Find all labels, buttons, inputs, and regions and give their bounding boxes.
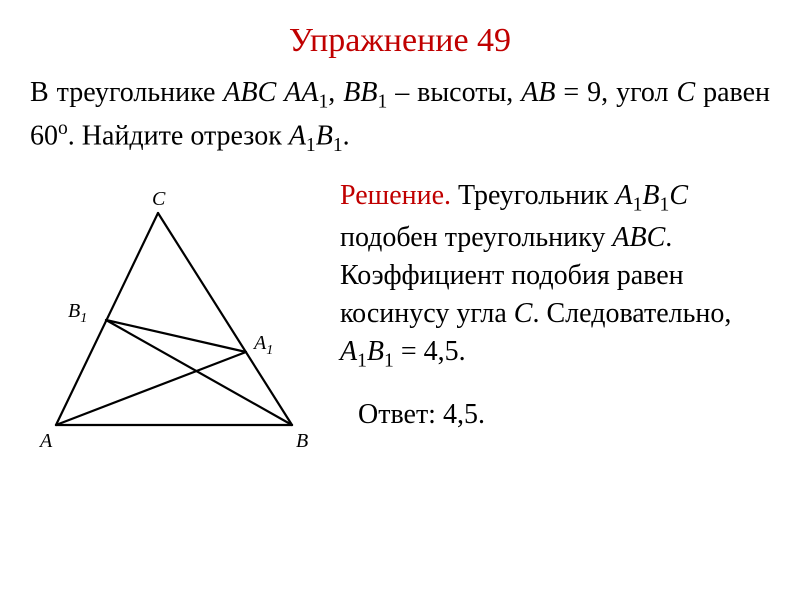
t: C xyxy=(676,77,695,108)
t: о xyxy=(58,118,68,139)
triangle-diagram: A B C A1 B1 xyxy=(28,185,328,465)
t: C xyxy=(669,180,688,211)
t: AA xyxy=(284,77,318,108)
t: A xyxy=(289,120,306,151)
t: 1 xyxy=(333,135,343,156)
t: 1 xyxy=(384,350,394,371)
t: 1 xyxy=(357,350,367,371)
diagram-column: A B C A1 B1 xyxy=(28,177,328,465)
t: = 4,5. xyxy=(394,336,466,367)
t: 1 xyxy=(318,92,328,113)
answer-text: Ответ: 4,5. xyxy=(340,399,772,431)
t: – высоты, xyxy=(387,77,521,108)
problem-text: В треугольнике ABC AA1, BB1 – высоты, AB… xyxy=(30,74,770,159)
t: BB xyxy=(343,77,377,108)
t: В треугольнике xyxy=(30,77,223,108)
svg-text:B: B xyxy=(296,430,308,452)
t: AB xyxy=(521,77,555,108)
t: , xyxy=(328,77,343,108)
content-row: ABCA1B1 Решение. Треугольник A1B1C подоб… xyxy=(28,177,772,465)
solution-column: Решение. Треугольник A1B1C подобен треуг… xyxy=(328,177,772,430)
svg-text:B1: B1 xyxy=(68,300,87,326)
t: ABC xyxy=(612,222,665,253)
svg-text:A: A xyxy=(38,430,53,452)
t: ABC xyxy=(223,77,276,108)
t: 1 xyxy=(660,195,670,216)
answer-label: Ответ: xyxy=(358,399,436,430)
slide: Упражнение 49 В треугольнике ABC AA1, BB… xyxy=(0,0,800,600)
t: 1 xyxy=(306,135,316,156)
t: . Следовательно, xyxy=(532,298,731,329)
t: Треугольник xyxy=(451,180,616,211)
title-text: Упражнение 49 xyxy=(289,22,511,59)
t: B xyxy=(316,120,333,151)
t: A xyxy=(616,180,633,211)
t: B xyxy=(367,336,384,367)
svg-text:A1: A1 xyxy=(252,332,273,358)
svg-text:C: C xyxy=(152,188,166,210)
t: . Найдите отрезок xyxy=(68,120,289,151)
solution-text: Решение. Треугольник A1B1C подобен треуг… xyxy=(340,177,772,374)
t: 1 xyxy=(633,195,643,216)
answer-value: 4,5. xyxy=(436,399,485,430)
t: 1 xyxy=(377,92,387,113)
t: = 9, угол xyxy=(555,77,676,108)
t: . xyxy=(343,120,350,151)
t: C xyxy=(514,298,533,329)
solution-label: Решение. xyxy=(340,180,451,211)
t: A xyxy=(340,336,357,367)
t: B xyxy=(642,180,659,211)
exercise-title: Упражнение 49 xyxy=(28,22,772,60)
t: подобен треугольнику xyxy=(340,222,612,253)
